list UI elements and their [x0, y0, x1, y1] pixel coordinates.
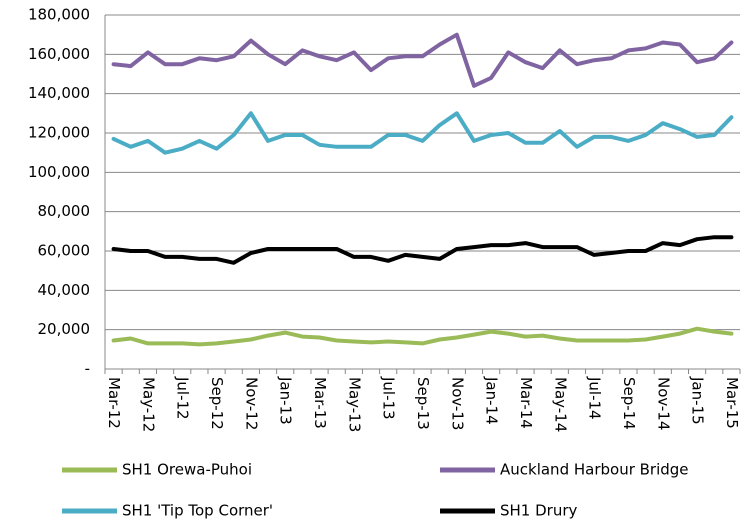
x-tick-label: Mar-14 [517, 377, 535, 429]
x-tick-label: Nov-14 [654, 377, 672, 430]
y-tick-label: 40,000 [38, 281, 91, 299]
y-tick-label: 20,000 [38, 320, 91, 338]
x-tick-label: Jan-15 [689, 376, 707, 425]
x-tick-label: Mar-15 [723, 377, 741, 429]
y-tick-label: 160,000 [28, 45, 90, 63]
x-tick-label: Mar-13 [311, 377, 329, 429]
series-line [111, 326, 734, 347]
series-line [111, 111, 734, 155]
x-tick-label: Nov-13 [448, 377, 466, 430]
y-tick-label: 140,000 [28, 84, 90, 102]
x-tick-label: May-12 [139, 377, 157, 432]
x-tick-label: May-14 [551, 377, 569, 432]
x-tick-label: May-13 [345, 377, 363, 432]
y-tick-label: 180,000 [28, 6, 90, 24]
x-tick-label: Mar-12 [105, 377, 123, 429]
legend-label: SH1 'Tip Top Corner' [122, 502, 273, 520]
x-tick-label: Jul-12 [174, 376, 192, 420]
x-tick-label: Nov-12 [242, 377, 260, 430]
y-tick-label: 60,000 [38, 242, 91, 260]
x-tick-label: Sep-12 [208, 377, 226, 430]
legend-label: SH1 Orewa-Puhoi [122, 461, 252, 479]
legend-label: Auckland Harbour Bridge [500, 461, 689, 479]
x-tick-label: Jan-14 [483, 376, 501, 425]
y-tick-label: 100,000 [28, 163, 90, 181]
x-tick-label: Sep-13 [414, 377, 432, 430]
y-tick-label: 120,000 [28, 124, 90, 142]
legend-label: SH1 Drury [500, 502, 578, 520]
x-tick-label: Sep-14 [620, 377, 638, 430]
y-tick-label: 80,000 [38, 202, 91, 220]
y-tick-label: - [85, 360, 90, 378]
series-line [111, 32, 734, 88]
x-tick-label: Jan-13 [277, 376, 295, 425]
x-tick-label: Jul-14 [586, 376, 604, 420]
series-line [111, 235, 734, 265]
x-tick-label: Jul-13 [380, 376, 398, 420]
